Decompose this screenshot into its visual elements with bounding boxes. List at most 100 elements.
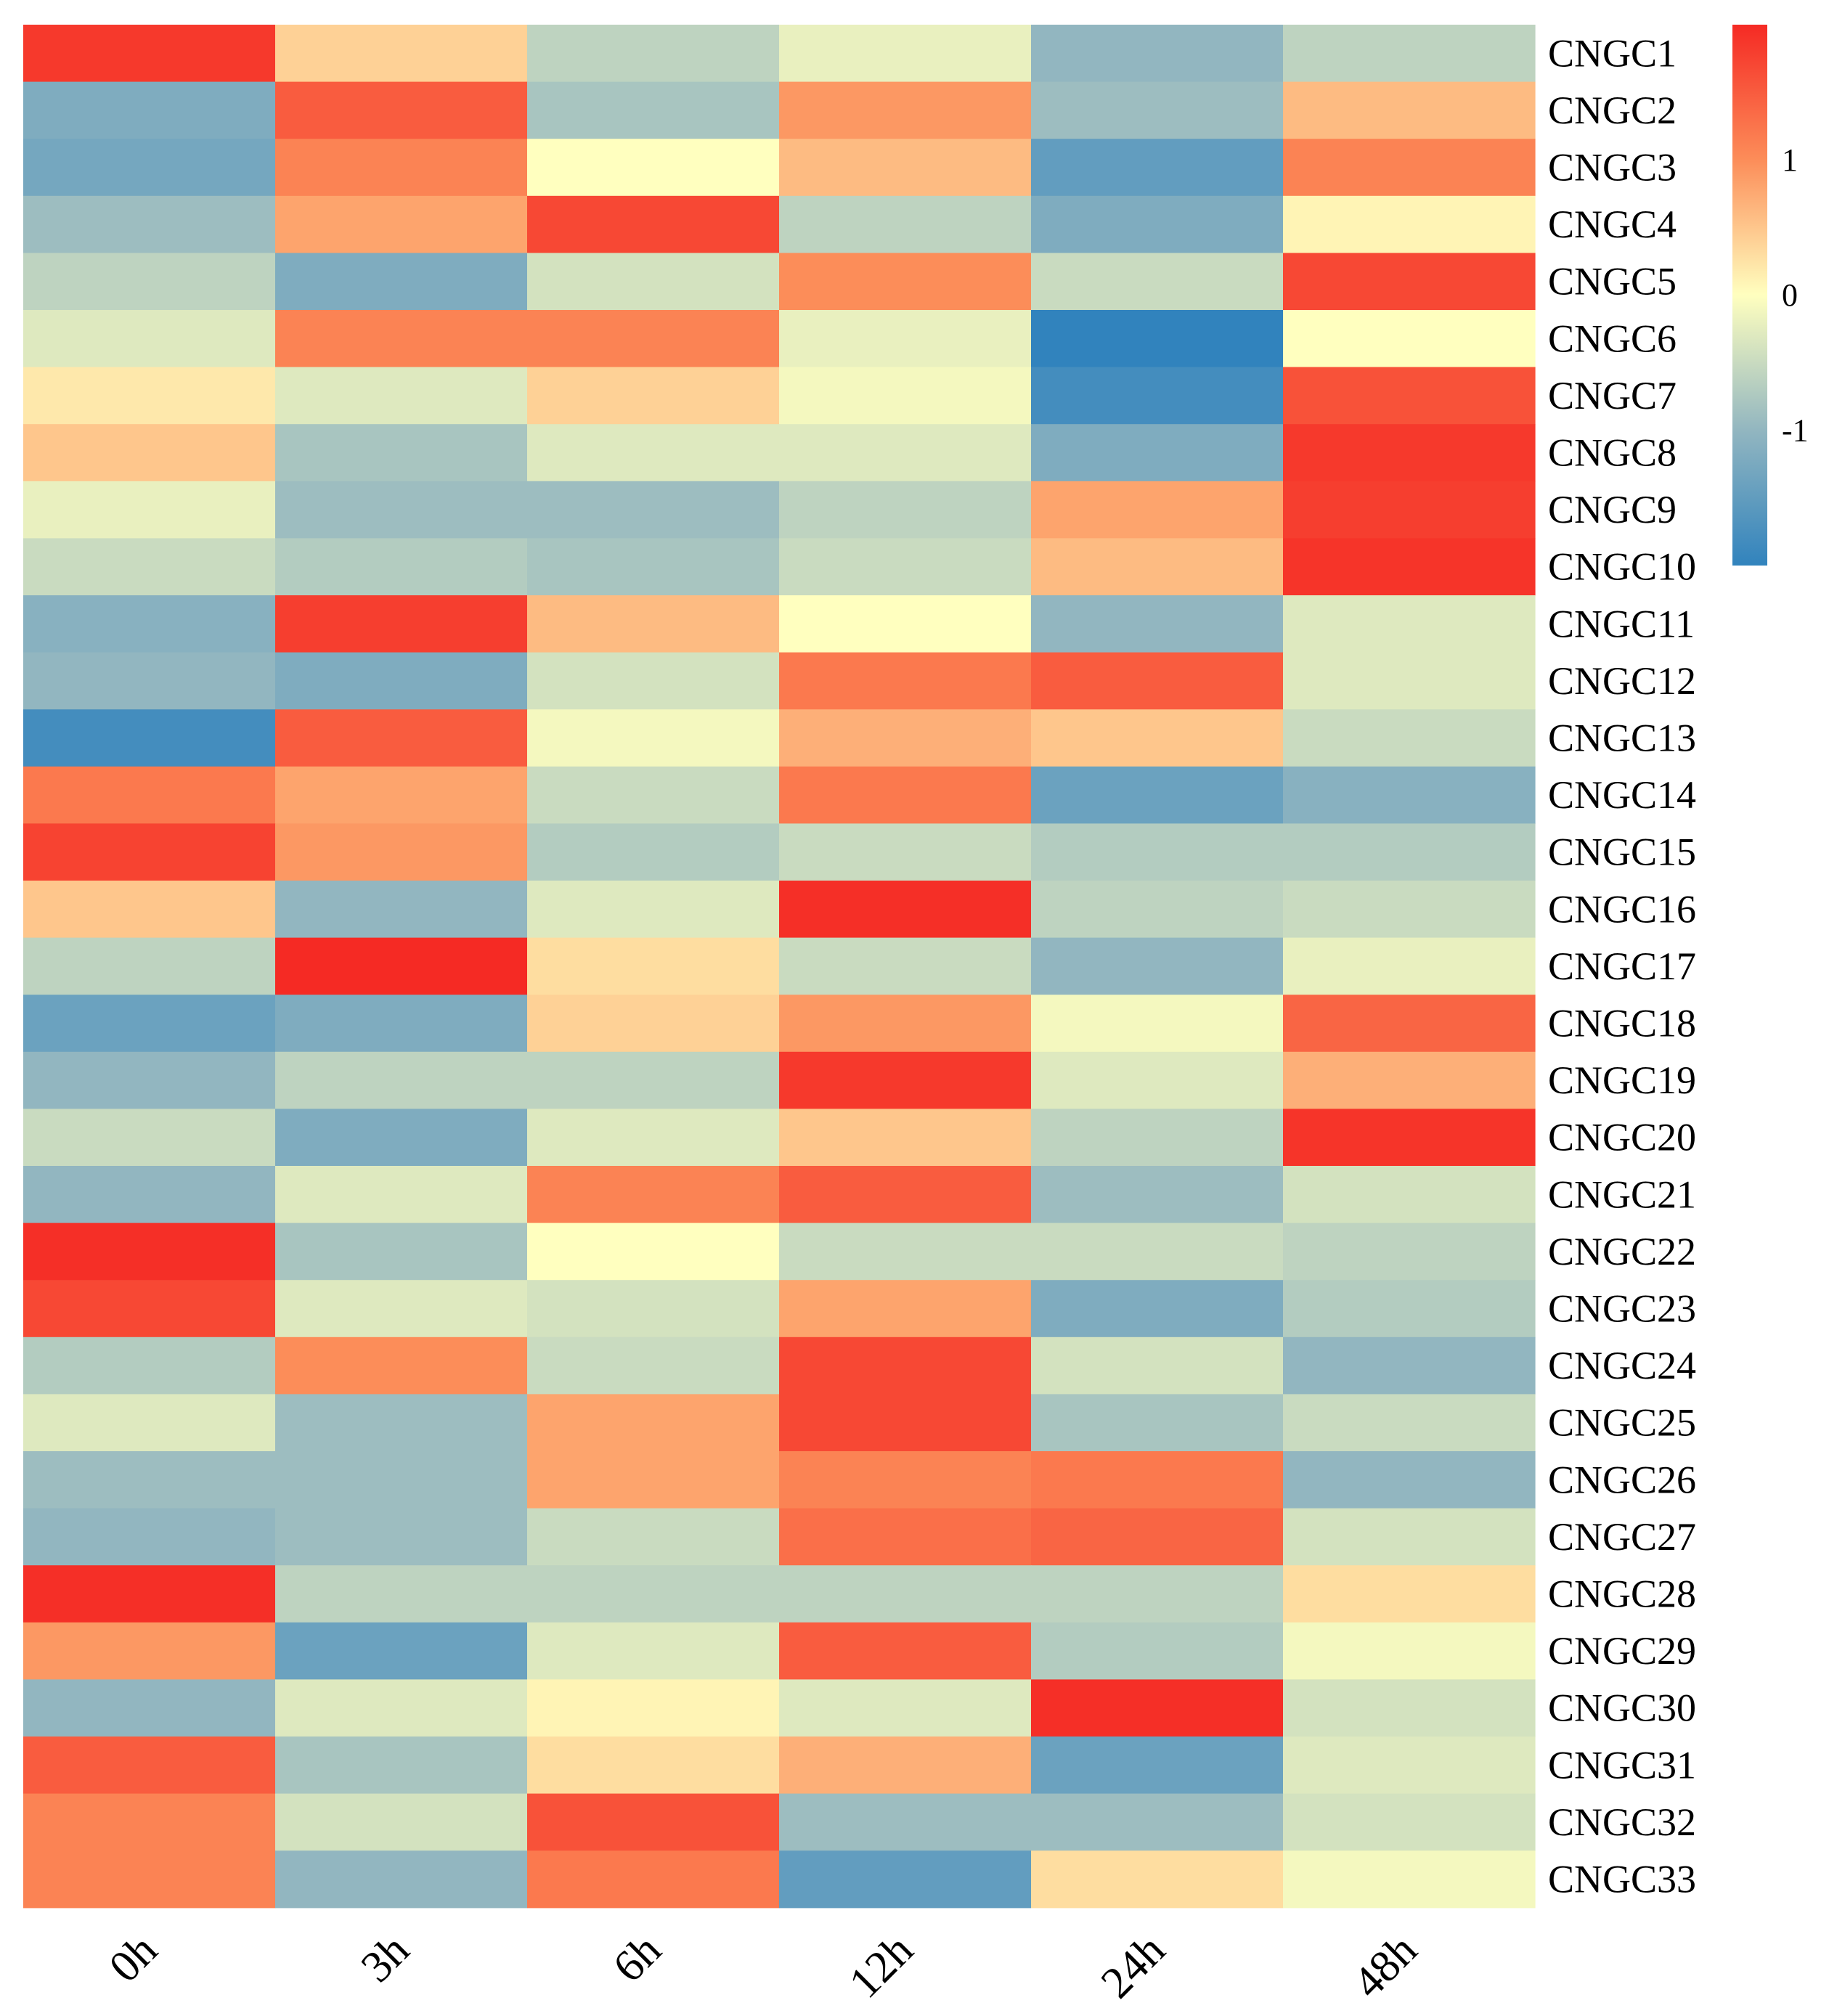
heatmap-cell: [1283, 709, 1536, 767]
heatmap-cell: [1031, 538, 1284, 596]
heatmap-cell: [1283, 1223, 1536, 1281]
heatmap-cell: [23, 25, 276, 83]
column-label: 12h: [840, 1925, 923, 2008]
heatmap-cell: [779, 25, 1032, 83]
heatmap-cell: [1283, 1336, 1536, 1395]
column-label: 24h: [1092, 1925, 1175, 2008]
heatmap-cell: [527, 538, 780, 596]
heatmap-cell: [275, 995, 528, 1053]
row-label: CNGC32: [1548, 1800, 1696, 1844]
color-legend: 1 0 -1: [1732, 25, 1809, 566]
heatmap-cell: [527, 25, 780, 83]
heatmap-cell: [23, 481, 276, 539]
heatmap-cell: [1031, 823, 1284, 881]
heatmap-cell: [23, 195, 276, 253]
heatmap-cell: [1031, 1336, 1284, 1395]
heatmap-cell: [1283, 1793, 1536, 1851]
column-label: 6h: [604, 1925, 671, 1992]
heatmap-cell: [1031, 1109, 1284, 1167]
heatmap-cell: [527, 1565, 780, 1623]
heatmap-cell: [527, 937, 780, 995]
heatmap-cell: [1031, 481, 1284, 539]
heatmap-cell: [1283, 195, 1536, 253]
heatmap-cell: [527, 881, 780, 939]
heatmap-cell: [275, 1223, 528, 1281]
heatmap-cell: [23, 139, 276, 197]
heatmap-cell: [1031, 709, 1284, 767]
legend-tick-label: 1: [1782, 142, 1798, 178]
legend-colorbar: [1732, 25, 1767, 566]
heatmap-cell: [779, 1109, 1032, 1167]
heatmap-cell: [275, 1394, 528, 1452]
heatmap-cell: [1031, 81, 1284, 139]
row-label: CNGC17: [1548, 944, 1696, 988]
heatmap-cell: [1031, 1737, 1284, 1795]
heatmap-cell: [1031, 1679, 1284, 1737]
heatmap-cell: [1283, 1166, 1536, 1224]
heatmap-cell: [1283, 139, 1536, 197]
heatmap-cell: [779, 367, 1032, 425]
heatmap-cell: [1283, 1394, 1536, 1452]
heatmap-cell: [23, 1850, 276, 1909]
heatmap-cell: [1031, 766, 1284, 824]
row-label: CNGC28: [1548, 1572, 1696, 1616]
heatmap-cell: [779, 1737, 1032, 1795]
heatmap-cell: [779, 253, 1032, 311]
heatmap-cell: [1283, 25, 1536, 83]
heatmap-cell: [779, 766, 1032, 824]
row-label: CNGC19: [1548, 1058, 1696, 1102]
heatmap-cell: [779, 881, 1032, 939]
heatmap-cell: [23, 367, 276, 425]
row-label: CNGC7: [1548, 374, 1677, 417]
heatmap-cell: [275, 1280, 528, 1338]
heatmap-cell: [1031, 253, 1284, 311]
heatmap-cell: [527, 1394, 780, 1452]
row-label: CNGC24: [1548, 1344, 1696, 1387]
heatmap-cell: [23, 1280, 276, 1338]
heatmap-cell: [779, 81, 1032, 139]
heatmap-cell: [275, 1737, 528, 1795]
heatmap-cell: [779, 139, 1032, 197]
heatmap-cell: [527, 195, 780, 253]
heatmap-cell: [1031, 1565, 1284, 1623]
heatmap-cell: [527, 424, 780, 482]
row-label: CNGC31: [1548, 1743, 1696, 1787]
heatmap-cell: [779, 1336, 1032, 1395]
heatmap-cell: [1031, 1280, 1284, 1338]
heatmap-cell: [275, 1508, 528, 1566]
heatmap-cell: [23, 424, 276, 482]
heatmap-cell: [1031, 881, 1284, 939]
heatmap-cell: [527, 652, 780, 710]
column-label: 3h: [352, 1925, 419, 1992]
heatmap-cell: [1031, 1451, 1284, 1509]
heatmap-cell: [23, 1679, 276, 1737]
heatmap-cell: [1283, 81, 1536, 139]
heatmap-cell: [779, 823, 1032, 881]
heatmap-cell: [527, 1679, 780, 1737]
heatmap-cell: [275, 766, 528, 824]
legend-tick-label: -1: [1782, 412, 1809, 448]
heatmap-cell: [779, 1394, 1032, 1452]
heatmap-cell: [23, 881, 276, 939]
row-label: CNGC14: [1548, 773, 1696, 817]
heatmap-cell: [275, 367, 528, 425]
heatmap-cell: [779, 1508, 1032, 1566]
heatmap-cell: [1283, 1280, 1536, 1338]
heatmap-cell: [23, 1166, 276, 1224]
row-label: CNGC22: [1548, 1230, 1696, 1273]
row-labels: CNGC1 CNGC2 CNGC3 CNGC4 CNGC5 CNGC6 CNGC7 CNGC8…: [1548, 31, 1696, 1901]
heatmap-cell: [1283, 937, 1536, 995]
column-labels: 0h 3h 6h 12h 24h 48h: [100, 1925, 1427, 2008]
heatmap-cell: [275, 1622, 528, 1680]
heatmap-cell: [1283, 1508, 1536, 1566]
heatmap-cell: [527, 81, 780, 139]
heatmap-cell: [23, 81, 276, 139]
row-label: CNGC8: [1548, 431, 1677, 475]
heatmap-cell: [779, 1850, 1032, 1909]
row-label: CNGC27: [1548, 1515, 1696, 1559]
heatmap-cell: [275, 823, 528, 881]
row-label: CNGC1: [1548, 31, 1677, 75]
column-label: 0h: [100, 1925, 167, 1992]
heatmap-cell: [527, 253, 780, 311]
heatmap-cell: [527, 823, 780, 881]
